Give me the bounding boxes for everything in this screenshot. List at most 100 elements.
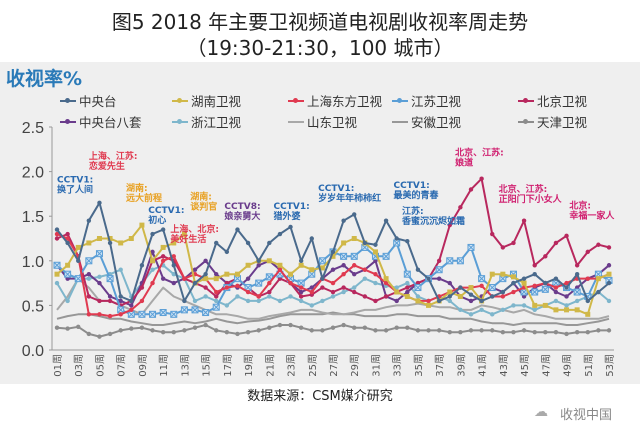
data-point <box>341 322 346 328</box>
data-point <box>373 298 378 304</box>
data-point <box>171 271 176 277</box>
data-point <box>266 258 272 264</box>
data-point <box>245 298 251 304</box>
data-point <box>511 303 516 308</box>
data-point <box>330 280 336 286</box>
data-point-x <box>351 253 358 260</box>
data-point <box>309 289 314 295</box>
data-point <box>245 329 251 335</box>
legend-swatch <box>392 97 408 105</box>
data-point <box>129 326 134 331</box>
data-point <box>298 325 304 330</box>
data-point <box>107 294 113 299</box>
data-point <box>182 298 187 304</box>
x-tick-label: 33周 <box>392 354 404 377</box>
data-point-x <box>85 257 92 264</box>
data-point <box>383 328 389 333</box>
annotation-label: 幸福一家人 <box>569 209 615 221</box>
y-tick-label: 2.5 <box>22 120 44 137</box>
data-point <box>405 238 410 244</box>
data-point <box>97 334 102 339</box>
data-point <box>224 249 230 255</box>
legend-swatch <box>172 97 188 105</box>
data-point <box>490 231 495 237</box>
data-point <box>235 283 240 288</box>
data-point-x <box>574 289 581 295</box>
data-point <box>129 303 134 308</box>
data-point <box>139 222 145 228</box>
data-point <box>436 298 442 304</box>
x-tick-label: 31周 <box>370 354 382 377</box>
data-point <box>458 329 463 335</box>
data-point <box>426 328 431 333</box>
legend-label: 中央台八套 <box>79 115 142 130</box>
data-point <box>298 289 304 295</box>
annotation-label: 猎外婆 <box>274 210 301 222</box>
y-tick-label: 0.5 <box>22 298 44 315</box>
data-point <box>574 329 580 335</box>
data-point <box>150 280 155 286</box>
data-point <box>107 313 113 319</box>
y-tick-label: 1.5 <box>22 209 44 226</box>
legend-item: 安徽卫视 <box>392 112 461 131</box>
data-point <box>245 262 251 268</box>
legend-label: 山东卫视 <box>307 115 358 130</box>
data-point <box>415 328 421 333</box>
legend-label: 中央台 <box>79 94 117 109</box>
annotation-label: 娘亲舅大 <box>224 210 260 222</box>
data-point <box>574 263 580 268</box>
x-tick-label: 21周 <box>264 354 276 377</box>
data-point <box>181 231 187 237</box>
data-point <box>245 276 251 281</box>
data-point <box>86 276 92 281</box>
data-point <box>256 298 261 304</box>
data-point <box>214 328 219 333</box>
data-point <box>553 329 559 335</box>
data-point <box>171 280 176 286</box>
data-point <box>362 276 368 281</box>
annotation-label: 娘道 <box>455 157 473 169</box>
data-point <box>341 218 346 223</box>
data-point <box>542 302 548 308</box>
x-tick-label: 19周 <box>243 354 255 377</box>
legend-item: 北京卫视 <box>518 91 587 110</box>
data-point <box>500 245 506 250</box>
data-point <box>352 325 357 330</box>
annotation-label: 恋爱先生 <box>89 160 125 172</box>
data-point <box>214 240 219 246</box>
data-point <box>500 289 506 295</box>
legend-item: 江苏卫视 <box>392 91 461 110</box>
data-point <box>362 267 368 272</box>
data-point <box>256 263 261 268</box>
data-point-x <box>383 253 389 260</box>
data-point <box>267 280 272 286</box>
data-point <box>553 289 559 295</box>
data-point <box>585 329 590 335</box>
data-point <box>139 285 145 290</box>
data-point <box>511 280 516 286</box>
data-point <box>86 312 92 317</box>
data-point <box>54 231 60 237</box>
data-point <box>86 331 92 337</box>
x-tick-label: 43周 <box>498 354 510 377</box>
data-point <box>277 262 283 268</box>
data-point-x <box>139 311 145 318</box>
data-point <box>511 329 516 335</box>
data-point <box>362 240 368 246</box>
data-point <box>235 331 240 337</box>
annotation-label: CCTV1: <box>318 184 354 194</box>
data-point-x <box>478 275 485 282</box>
annotation-label: CCTV8: <box>224 202 260 212</box>
x-tick-label: 29周 <box>349 354 361 377</box>
annotation-label: CCTV1: <box>57 175 93 185</box>
x-tick-label: 05周 <box>94 354 106 377</box>
x-tick-label: 11周 <box>158 354 170 377</box>
data-point <box>436 276 442 281</box>
annotation-label: 换了人间 <box>57 183 93 195</box>
data-point <box>436 258 442 263</box>
data-point <box>405 285 410 290</box>
data-point <box>288 294 293 299</box>
data-point <box>564 331 569 337</box>
data-point <box>383 294 389 299</box>
data-point <box>564 294 569 299</box>
